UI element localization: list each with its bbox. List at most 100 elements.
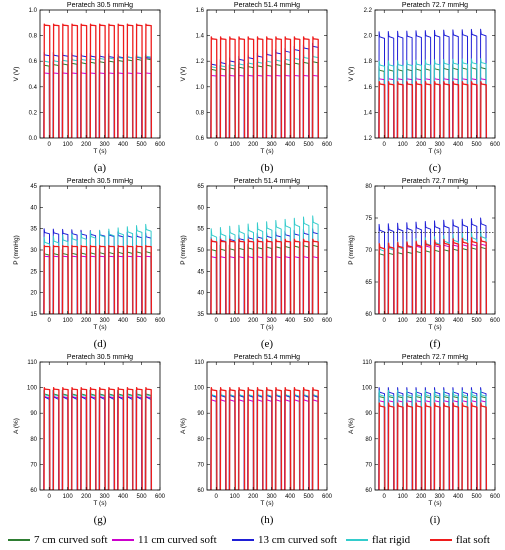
x-tick-label: 600 — [322, 142, 333, 148]
y-tick-label: 0.0 — [29, 136, 38, 142]
y-tick-label: 35 — [197, 312, 204, 318]
x-tick-label: 200 — [416, 494, 427, 500]
y-tick-label: 100 — [27, 386, 38, 392]
panel-label: (c) — [429, 162, 442, 174]
plot-frame — [374, 9, 496, 139]
y-tick-label: 0.6 — [196, 136, 205, 142]
x-tick-label: 400 — [118, 318, 129, 324]
x-tick-label: 0 — [48, 142, 52, 148]
x-tick-label: 400 — [118, 142, 129, 148]
x-tick-label: 100 — [398, 494, 409, 500]
plot-frame — [39, 361, 161, 491]
series-line-11-cm-curved-soft — [210, 394, 319, 490]
series-line-flat-soft — [210, 36, 320, 138]
series-group — [43, 386, 153, 490]
y-axis-label: V (V) — [180, 67, 187, 82]
y-tick-label: 60 — [197, 488, 204, 494]
x-tick-label: 500 — [304, 142, 315, 148]
x-tick-label: 500 — [137, 494, 148, 500]
y-tick-label: 2.2 — [364, 8, 373, 14]
x-tick-label: 100 — [398, 142, 409, 148]
series-group — [378, 217, 488, 314]
series-line-13-cm-curved-soft — [210, 389, 319, 490]
x-tick-label: 0 — [383, 318, 387, 324]
series-line-7-cm-curved-soft — [210, 241, 319, 314]
series-line-11-cm-curved-soft — [378, 239, 487, 314]
legend-label: 11 cm curved soft — [138, 534, 217, 546]
x-axis-label: T (s) — [260, 324, 273, 331]
y-tick-label: 40 — [30, 205, 37, 211]
series-line-11-cm-curved-soft — [43, 70, 152, 138]
y-tick-label: 80 — [30, 437, 37, 443]
x-tick-label: 300 — [267, 494, 278, 500]
legend-label: 13 cm curved soft — [258, 534, 338, 546]
x-tick-label: 200 — [416, 318, 427, 324]
x-tick-label: 100 — [63, 494, 74, 500]
series-line-13-cm-curved-soft — [378, 387, 487, 490]
series-line-7-cm-curved-soft — [43, 247, 152, 314]
x-tick-label: 600 — [490, 142, 501, 148]
panel-label: (b) — [261, 162, 274, 174]
x-tick-label: 100 — [230, 318, 241, 324]
y-tick-label: 0.8 — [29, 34, 38, 40]
series-line-flat-rigid — [210, 389, 319, 490]
x-tick-label: 400 — [453, 318, 464, 324]
series-line-flat-soft — [378, 236, 488, 314]
series-line-7-cm-curved-soft — [378, 392, 487, 490]
panel-label: (i) — [430, 514, 441, 526]
chart-panel-h: Peratech 51.4 mmHg 0 100 200 300 400 500 600 60 7… — [180, 354, 333, 526]
legend-item-flat-rigid: flat rigid — [346, 530, 410, 550]
series-line-flat-soft — [43, 386, 153, 490]
x-tick-label: 100 — [230, 142, 241, 148]
x-tick-label: 300 — [100, 318, 111, 324]
y-tick-label: 110 — [362, 360, 372, 366]
series-line-flat-rigid — [378, 58, 487, 138]
x-axis-label: T (s) — [260, 148, 273, 155]
chart-title: Peratech 30.5 mmHg — [67, 354, 133, 361]
legend-swatch — [346, 539, 368, 541]
x-tick-label: 0 — [48, 494, 52, 500]
series-line-flat-rigid — [378, 230, 487, 314]
series-line-flat-rigid — [43, 223, 152, 314]
x-tick-label: 600 — [490, 318, 501, 324]
x-tick-label: 200 — [248, 142, 259, 148]
series-line-flat-soft — [43, 245, 153, 314]
series-line-13-cm-curved-soft — [43, 389, 152, 490]
series-line-flat-rigid — [210, 215, 319, 314]
x-axis-label: T (s) — [260, 500, 273, 507]
legend-label: flat soft — [456, 534, 490, 546]
series-line-11-cm-curved-soft — [378, 397, 487, 490]
x-tick-label: 400 — [285, 494, 296, 500]
x-tick-label: 500 — [137, 318, 148, 324]
series-group — [378, 28, 488, 138]
x-tick-label: 300 — [100, 142, 111, 148]
x-axis-label: T (s) — [428, 500, 441, 507]
chart-panel-b: Peratech 51.4 mmHg 0 100 200 300 400 500 600 0.6… — [180, 2, 333, 174]
y-tick-label: 50 — [197, 248, 204, 254]
x-tick-label: 500 — [304, 494, 315, 500]
x-tick-label: 200 — [81, 318, 92, 324]
chart-title: Peratech 51.4 mmHg — [234, 178, 300, 185]
series-group — [210, 386, 320, 490]
legend-swatch — [112, 539, 134, 541]
x-tick-label: 500 — [472, 142, 483, 148]
series-line-13-cm-curved-soft — [378, 28, 487, 138]
x-tick-label: 300 — [100, 494, 111, 500]
x-tick-label: 0 — [215, 142, 219, 148]
y-tick-label: 110 — [27, 360, 37, 366]
y-tick-label: 90 — [197, 411, 204, 417]
y-tick-label: 70 — [365, 462, 372, 468]
x-tick-label: 0 — [48, 318, 52, 324]
y-tick-label: 100 — [194, 386, 205, 392]
panel-label: (e) — [261, 338, 274, 350]
series-line-11-cm-curved-soft — [43, 392, 152, 490]
series-line-13-cm-curved-soft — [43, 51, 152, 138]
plot-frame — [206, 361, 328, 491]
legend-item-11cm-curved-soft: 11 cm curved soft — [112, 530, 217, 550]
x-tick-label: 500 — [137, 142, 148, 148]
series-line-7-cm-curved-soft — [378, 63, 487, 138]
panel-label: (g) — [94, 514, 107, 526]
legend-item-7cm-curved-soft: 7 cm curved soft — [8, 530, 108, 550]
x-tick-label: 100 — [230, 494, 241, 500]
legend-label: flat rigid — [372, 534, 411, 546]
